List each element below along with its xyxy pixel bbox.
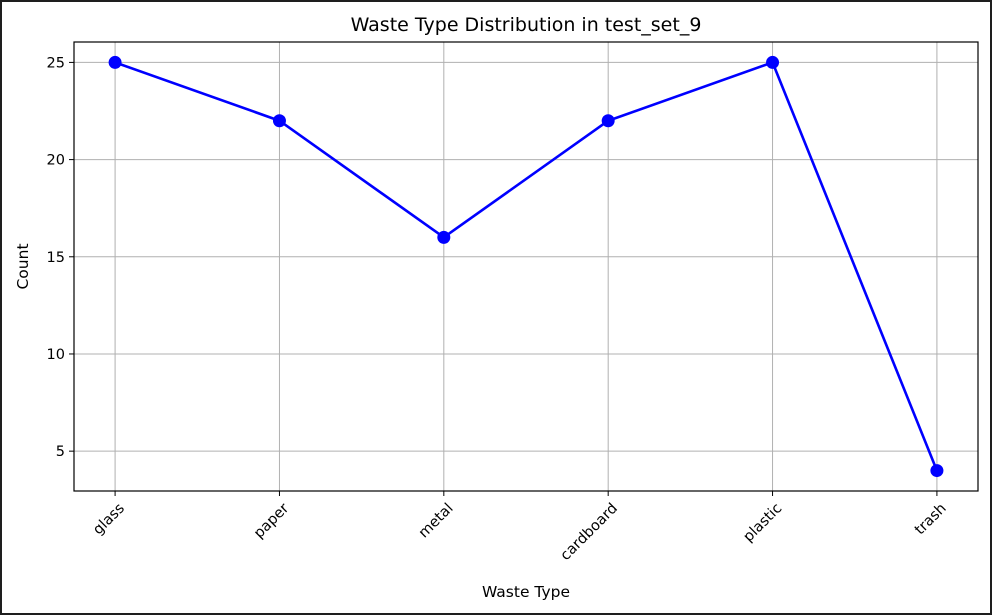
x-tick-label: cardboard [558, 501, 621, 564]
series-line [114, 61, 939, 472]
x-tick-label: metal [416, 501, 457, 542]
y-tick-label: 5 [56, 444, 65, 460]
y-axis-label: Count [14, 243, 32, 289]
data-point [930, 464, 944, 478]
chart-title: Waste Type Distribution in test_set_9 [351, 14, 702, 36]
grid [74, 42, 978, 491]
x-tick-label: glass [90, 501, 128, 539]
series-layer [108, 55, 944, 478]
y-tick-label: 15 [47, 250, 65, 266]
x-tick-label: trash [912, 501, 950, 539]
plot-area-border [73, 41, 979, 492]
x-axis-ticks: glass paper metal cardboard plastic trash [90, 491, 950, 564]
data-point [437, 230, 451, 244]
x-tick-label: plastic [741, 500, 786, 545]
data-point [766, 55, 780, 69]
x-axis-label: Waste Type [482, 583, 570, 601]
x-tick-label: paper [251, 500, 292, 541]
data-point [108, 55, 122, 69]
y-tick-label: 20 [47, 153, 65, 169]
data-point [272, 114, 286, 128]
y-tick-label: 25 [47, 55, 65, 71]
y-tick-label: 10 [47, 347, 65, 363]
data-point [601, 114, 615, 128]
y-axis-ticks: 5 10 15 20 25 [47, 55, 74, 460]
